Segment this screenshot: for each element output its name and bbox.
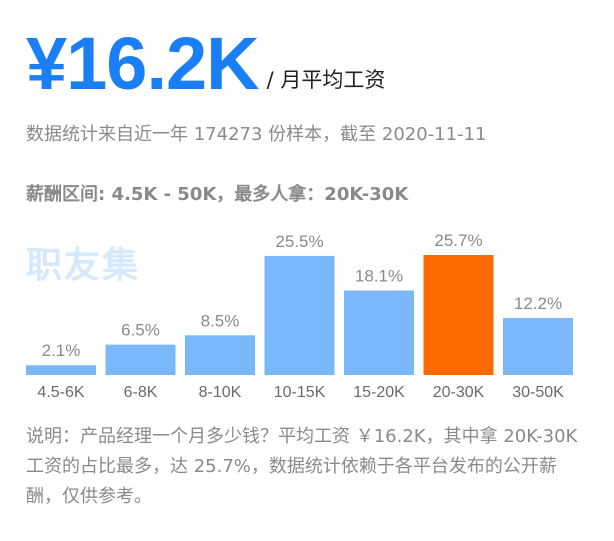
watermark-logo: 职友集 [26, 236, 140, 288]
x-tick-label: 15-20K [353, 384, 405, 401]
salary-range-text: 薪酬区间: 4.5K - 50K，最多人拿：20K-30K [26, 184, 409, 205]
bar-30-50K [503, 318, 573, 375]
description-text: 说明：产品经理一个月多少钱？平均工资 ￥16.2K，其中拿 20K-30K 工资… [26, 426, 578, 507]
x-tick-label: 4.5-6K [37, 384, 84, 401]
bar-value-label: 25.5% [275, 232, 323, 251]
salary-headline: ¥16.2K / 月平均工资 [26, 22, 385, 106]
bar-value-label: 12.2% [514, 294, 562, 313]
bar-15-20K [344, 290, 414, 375]
bar-group [26, 255, 573, 375]
bar-4.5-6K [26, 365, 96, 375]
tick-label-group: 4.5-6K 6-8K 8-10K 10-15K 15-20K 20-30K 30-50K [37, 384, 564, 401]
average-salary-value: ¥16.2K [26, 22, 260, 105]
x-tick-label: 30-50K [512, 384, 564, 401]
bar-10-15K [264, 255, 335, 375]
value-label-group: 2.1% 6.5% 8.5% 25.5% 18.1% 25.7% 12.2% [42, 231, 562, 360]
x-tick-label: 20-30K [433, 384, 485, 401]
bar-value-label: 6.5% [121, 321, 160, 340]
bar-8-10K [185, 335, 255, 375]
bar-value-label: 2.1% [42, 341, 81, 360]
x-tick-label: 6-8K [124, 384, 158, 401]
watermark-text: 职友集 [26, 245, 141, 286]
bar-value-label: 25.7% [434, 231, 482, 250]
bar-20-30K [423, 255, 494, 375]
salary-unit-label: / 月平均工资 [266, 68, 386, 92]
bar-value-label: 8.5% [201, 311, 240, 330]
sample-stats-text: 数据统计来自近一年 174273 份样本，截至 2020-11-11 [26, 124, 487, 145]
salary-distribution-chart: 2.1% 6.5% 8.5% 25.5% 18.1% 25.7% 12.2% 4.5-6K 6… [26, 231, 573, 401]
x-tick-label: 10-15K [274, 384, 326, 401]
bar-value-label: 18.1% [355, 266, 403, 285]
x-tick-label: 8-10K [199, 384, 242, 401]
bar-6-8K [105, 344, 176, 375]
